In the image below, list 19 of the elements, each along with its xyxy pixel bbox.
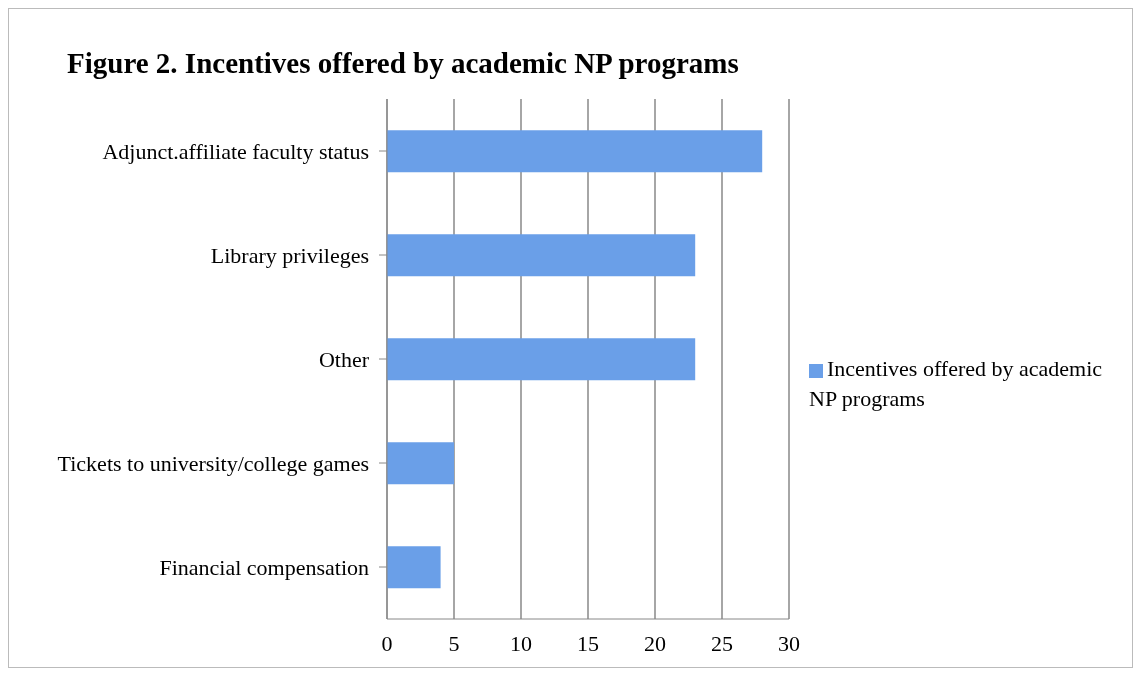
x-tick-label: 20 — [644, 630, 666, 656]
x-tick-label: 30 — [778, 630, 800, 656]
x-tick-label: 5 — [448, 630, 460, 656]
bar — [387, 130, 763, 173]
y-tick-label: Other — [318, 346, 370, 372]
bar — [387, 234, 696, 277]
x-tick-label: 0 — [381, 630, 393, 656]
x-tick-label: 15 — [577, 630, 599, 656]
chart-title: Figure 2. Incentives offered by academic NP programs — [67, 47, 739, 80]
legend-label: Incentives offered by academic NP programs — [809, 356, 1103, 411]
bar — [387, 546, 441, 589]
x-tick-label: 10 — [510, 630, 532, 656]
bar — [387, 442, 454, 485]
y-tick-label: Financial compensation — [159, 554, 369, 580]
x-tick-label: 25 — [711, 630, 733, 656]
bar — [387, 338, 696, 381]
y-tick-label: Library privileges — [210, 242, 369, 268]
y-tick-label: Adjunct.affiliate faculty status — [102, 138, 369, 164]
y-tick-label: Tickets to university/college games — [57, 450, 369, 476]
